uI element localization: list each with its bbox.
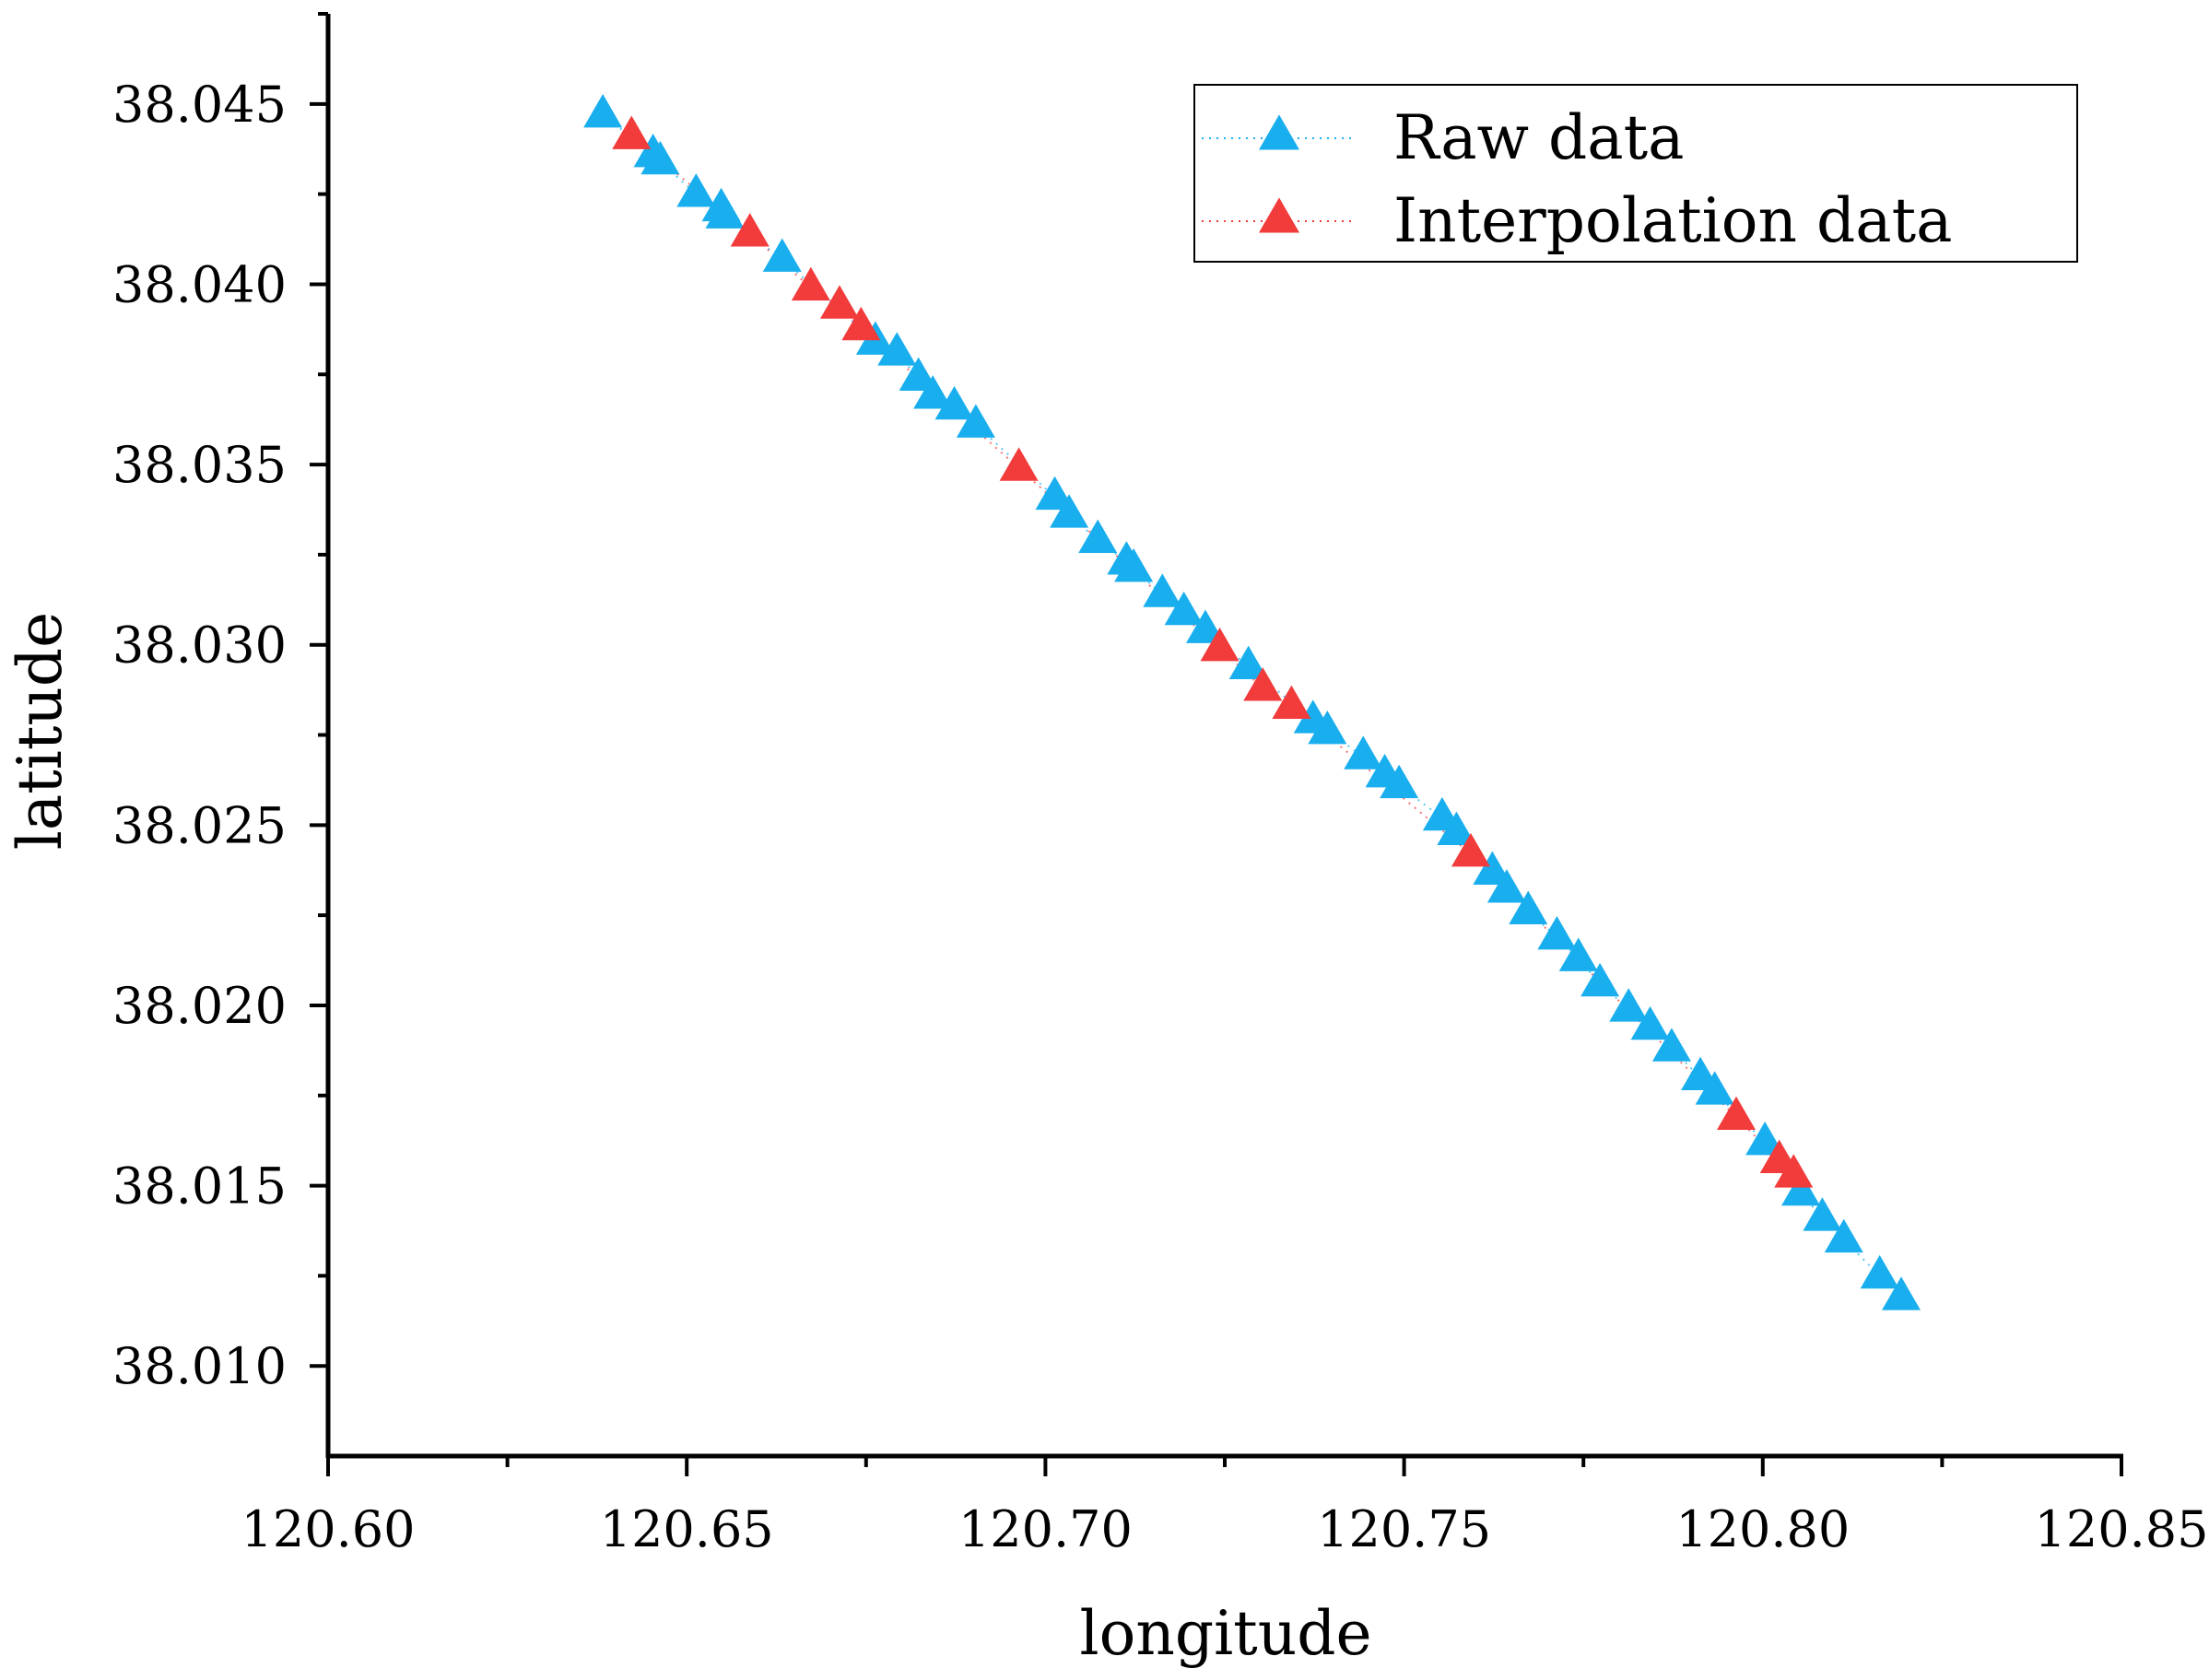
raw-data-point [1380,764,1419,799]
raw-data-point [1824,1218,1863,1253]
series-line-raw-data [602,113,1902,1298]
raw-data-point [1078,519,1118,554]
axes: 120.60 120.65 120.70 120.75 120.80 120.85 38.0… [112,12,2209,1558]
y-tick-label: 38.025 [112,796,287,854]
legend-label-raw-data: Raw data [1393,102,1685,173]
y-axis-title: latitude [5,612,76,850]
raw-data-point [1308,711,1347,745]
interpolation-data-point [612,115,652,149]
x-tick-label: 120.80 [1675,1500,1850,1558]
raw-data-point [1509,890,1548,925]
y-tick-label: 38.040 [112,255,287,313]
raw-data-point [913,375,953,409]
raw-data-point [1143,573,1182,607]
interpolation-data-point [791,266,830,301]
raw-data-point [583,93,623,128]
legend-marker-interpolation-data [1259,197,1299,233]
raw-data-point [1486,869,1526,903]
raw-data-point [640,140,680,175]
y-tick-label: 38.045 [112,76,287,134]
x-tick-label: 120.70 [958,1500,1133,1558]
raw-data-point [1344,735,1383,770]
raw-data-point [1558,937,1598,971]
raw-data-point [1630,1005,1670,1040]
raw-data-point [1050,494,1089,528]
interpolation-data-point [730,213,770,247]
raw-data-point [956,404,995,438]
y-tick-label: 38.020 [112,977,287,1035]
interpolation-data-point [1200,628,1240,662]
raw-data-point [899,357,938,391]
interpolation-data-point [841,306,881,341]
raw-data-point [1860,1254,1899,1289]
raw-data-point [1609,988,1649,1022]
raw-data-point [877,332,917,366]
raw-data-point [1803,1197,1842,1231]
raw-data-point [1537,916,1577,950]
interpolation-data-point [1774,1154,1814,1188]
x-tick-label: 120.60 [241,1500,416,1558]
y-tick-label: 38.035 [112,436,287,494]
data-points [583,93,1921,1310]
raw-data-point [1114,547,1154,582]
y-tick-label: 38.030 [112,617,287,675]
legend-marker-raw-data [1259,114,1299,150]
interpolation-data-point [819,285,859,319]
raw-data-point [1437,811,1476,845]
interpolation-data-point [1451,833,1490,867]
interpolation-data-point [999,447,1039,481]
legend-box [1193,84,2078,263]
raw-data-point [1580,962,1620,997]
raw-data-point [1745,1122,1785,1156]
interpolation-data-point [1243,667,1283,701]
raw-data-point [1228,645,1268,679]
raw-data-point [676,173,716,207]
raw-data-point [1164,591,1204,626]
raw-data-point [1695,1071,1734,1105]
y-tick-label: 38.015 [112,1157,287,1216]
raw-data-point [1781,1171,1821,1206]
y-tick-label: 38.010 [112,1337,287,1395]
raw-data-point [1473,851,1512,885]
x-axis-title: longitude [1079,1598,1371,1669]
raw-data-point [1035,476,1075,511]
raw-data-point [762,238,802,272]
x-tick-label: 120.75 [1317,1500,1491,1558]
raw-data-point [1651,1028,1691,1062]
raw-data-point [1882,1276,1921,1310]
x-tick-label: 120.65 [600,1500,774,1558]
series-lines [602,113,1902,1298]
x-tick-label: 120.85 [2035,1500,2209,1558]
legend: Raw data Interpolation data [1193,84,2078,263]
interpolation-data-point [1272,685,1311,720]
interpolation-data-point [1716,1096,1756,1131]
raw-data-point [1185,609,1225,643]
raw-data-point [705,194,745,229]
legend-label-interpolation-data: Interpolation data [1393,185,1952,256]
raw-data-point [934,385,974,420]
